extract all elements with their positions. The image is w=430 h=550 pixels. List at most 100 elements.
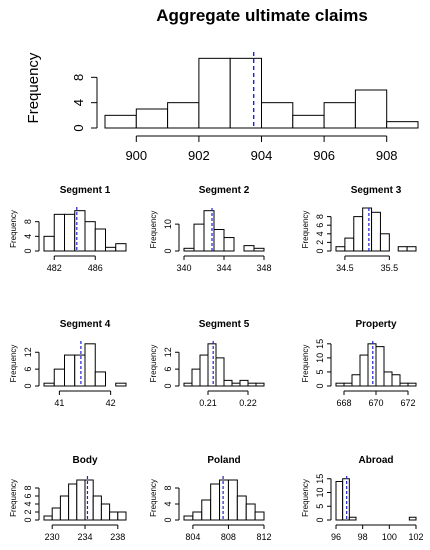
y-tick-label: 6 [23, 367, 33, 372]
histogram-bar [193, 223, 205, 252]
histogram-panel: Property 668 670 672 0 5 10 15 Frequency [301, 319, 417, 408]
histogram-bar [292, 114, 325, 129]
histogram-bar [354, 89, 388, 129]
panel-title: Body [73, 455, 98, 466]
histogram-bar [386, 121, 419, 129]
histogram-bar [359, 354, 369, 387]
y-tick-label: 2 [23, 509, 33, 514]
histogram-bar [254, 511, 265, 521]
histogram-bar [255, 382, 265, 387]
histogram-bar [335, 481, 344, 521]
x-tick-label: 0.21 [199, 398, 217, 408]
histogram-bar [335, 382, 345, 387]
x-tick-label: 812 [256, 532, 271, 542]
x-tick-label: 904 [251, 148, 273, 163]
histogram-bar [407, 382, 417, 387]
panel-title: Segment 3 [351, 185, 402, 196]
histogram-bar [231, 382, 241, 387]
x-tick-label: 902 [188, 148, 210, 163]
y-tick-label: 5 [315, 369, 325, 374]
histogram-bar [215, 357, 225, 387]
histogram-bar [213, 229, 225, 252]
histogram-bar [104, 114, 137, 129]
x-tick-label: 808 [221, 532, 236, 542]
histogram-panel: Segment 5 0.21 0.22 0 6 12 Frequency [149, 319, 265, 408]
y-tick-label: 6 [315, 223, 325, 228]
y-axis-label: Frequency [149, 479, 158, 517]
y-axis-label: Frequency [25, 52, 42, 123]
y-tick-label: 8 [163, 485, 173, 490]
x-tick-label: 0.22 [239, 398, 257, 408]
histogram-bar [198, 57, 231, 129]
histogram-panel: Segment 2 340 344 348 0 10 Frequency [149, 185, 272, 273]
histogram-bar [223, 379, 233, 387]
y-tick-label: 6 [23, 493, 33, 498]
y-axis-label: Frequency [301, 345, 310, 383]
histogram-bar [245, 503, 256, 521]
histogram-bar [94, 371, 106, 387]
x-tick-label: 486 [88, 263, 103, 273]
histogram-bar [391, 374, 401, 387]
histogram-bar [247, 382, 257, 387]
x-tick-label: 482 [47, 263, 62, 273]
histogram-bar [375, 346, 385, 387]
panel-title: Segment 5 [199, 319, 250, 330]
histogram-bar [223, 237, 235, 252]
y-tick-label: 2 [315, 240, 325, 245]
y-axis-label: Frequency [149, 211, 158, 249]
x-tick-label: 238 [110, 532, 125, 542]
histogram-bar [84, 479, 94, 521]
histogram-bar [135, 108, 169, 129]
histogram-bar [117, 511, 127, 521]
histogram-bar [115, 243, 127, 252]
histogram-panel: 900 902 904 906 908 0 4 8 Frequency [25, 52, 419, 163]
x-tick-label: 906 [313, 148, 335, 163]
histogram-bar [261, 102, 294, 129]
histogram-bar [199, 354, 209, 387]
x-tick-label: 908 [376, 148, 398, 163]
y-tick-label: 4 [71, 99, 86, 106]
y-tick-label: 10 [315, 487, 325, 497]
x-tick-label: 98 [358, 532, 368, 542]
x-tick-label: 900 [125, 148, 147, 163]
x-tick-label: 230 [45, 532, 60, 542]
histogram-bar [323, 102, 356, 129]
histogram-bar [408, 516, 417, 521]
histogram-bar [76, 479, 86, 521]
y-tick-label: 12 [23, 347, 33, 357]
histogram-panel: Segment 3 34.5 35.5 0 2 4 6 8 Frequency [301, 185, 417, 273]
y-tick-label: 0 [163, 383, 173, 388]
histogram-bar [201, 499, 212, 521]
y-axis-label: Frequency [301, 479, 310, 517]
histogram-bar [362, 207, 373, 252]
histogram-bar [192, 511, 203, 521]
y-tick-label: 8 [23, 485, 33, 490]
histogram-bar [51, 507, 61, 521]
x-tick-label: 102 [408, 532, 423, 542]
y-tick-label: 0 [23, 517, 33, 522]
y-tick-label: 0 [163, 517, 173, 522]
y-tick-label: 8 [315, 214, 325, 219]
histogram-panel: Segment 4 41 42 0 6 12 Frequency [9, 319, 127, 408]
y-tick-label: 15 [315, 474, 325, 484]
histogram-bar [94, 228, 106, 252]
histogram-bar [351, 374, 361, 387]
histogram-bar [239, 379, 249, 387]
histogram-bar [183, 247, 195, 252]
histogram-bar [335, 246, 346, 252]
histogram-bar [43, 235, 55, 252]
histogram-bar [191, 368, 201, 387]
histogram-bar [53, 213, 65, 252]
y-tick-label: 0 [23, 248, 33, 253]
y-tick-label: 0 [315, 517, 325, 522]
histogram-bar [210, 483, 221, 521]
histogram-bar [100, 503, 111, 521]
panel-title: Poland [207, 455, 240, 466]
y-axis-label: Frequency [9, 345, 18, 383]
histogram-bar [343, 382, 353, 387]
histogram-bar [344, 237, 355, 252]
histogram-bar [109, 511, 119, 521]
y-tick-label: 4 [163, 501, 173, 506]
histogram-bar [68, 483, 78, 521]
x-tick-label: 42 [106, 398, 116, 408]
